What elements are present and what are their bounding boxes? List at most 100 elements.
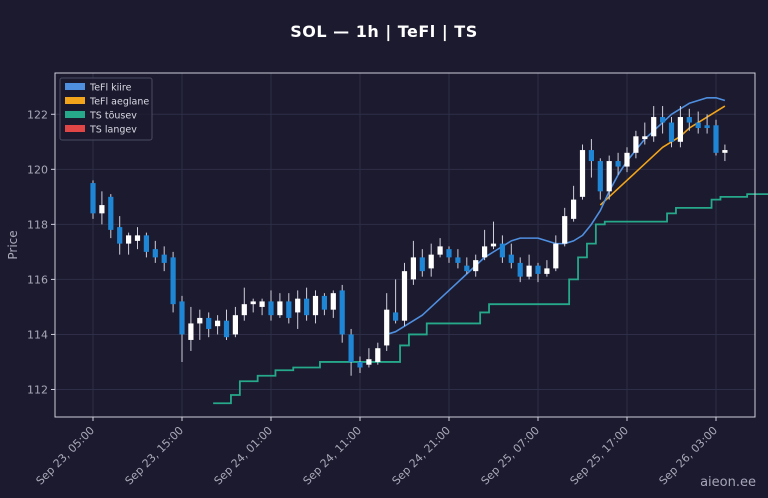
legend[interactable]: TeFl kiire TeFl aeglane TS tõusev TS langev: [59, 77, 153, 141]
legend-box: [59, 77, 153, 141]
candle-body: [615, 161, 621, 167]
x-tick-label: Sep 24, 21:00: [390, 424, 454, 488]
candle-body: [544, 268, 550, 274]
legend-label: TeFl aeglane: [89, 97, 149, 108]
x-tick-label: Sep 24, 11:00: [301, 424, 365, 488]
chart-title: SOL — 1h | TeFl | TS: [290, 22, 478, 41]
x-tick-label: Sep 23, 15:00: [123, 424, 187, 488]
candle-body: [170, 257, 176, 305]
tefl-lines: [386, 96, 726, 336]
legend-swatch: [65, 83, 85, 90]
candle-body: [553, 243, 559, 269]
candle-body: [161, 254, 167, 263]
legend-label: TS langev: [89, 125, 137, 136]
candle-body: [428, 254, 434, 269]
candle-body: [393, 312, 399, 321]
y-tick-label: 120: [27, 163, 48, 176]
candle-body: [517, 262, 523, 277]
candle-body: [401, 271, 408, 321]
ts-up-line: [213, 193, 768, 405]
candle-body: [339, 290, 345, 335]
candle-body: [250, 301, 256, 305]
x-tick-label: Sep 24, 01:00: [212, 424, 276, 488]
candle-body: [215, 320, 221, 327]
candle-body: [455, 257, 461, 263]
candle-body: [713, 125, 719, 153]
y-axis: 112 114 116 118 120 122: [27, 108, 55, 396]
candle-body: [304, 298, 310, 316]
candle-body: [597, 161, 603, 192]
candles: [90, 106, 728, 376]
candle-body: [588, 150, 594, 162]
y-axis-label: Price: [6, 230, 20, 259]
candle-body: [312, 295, 319, 316]
candle-body: [410, 257, 416, 280]
legend-label: TS tõusev: [89, 111, 137, 122]
candle-body: [651, 117, 657, 137]
candle-body: [499, 243, 505, 258]
candle-body: [464, 265, 470, 272]
y-tick-label: 118: [27, 218, 48, 231]
candle-body: [277, 301, 283, 316]
candle-body: [330, 293, 336, 310]
candle-body: [482, 246, 488, 258]
candle-body: [686, 117, 692, 123]
candle-body: [535, 265, 541, 274]
tefl-slow-line: [599, 105, 726, 206]
candle-body: [286, 301, 292, 318]
legend-swatch: [65, 111, 85, 118]
candle-body: [134, 235, 141, 241]
candle-body: [633, 136, 639, 153]
legend-swatch: [65, 97, 85, 104]
candle-body: [232, 315, 238, 335]
candle-body: [188, 323, 194, 340]
candle-body: [268, 301, 274, 316]
y-tick-label: 122: [27, 108, 48, 121]
candle-body: [90, 183, 96, 214]
x-tick-label: Sep 25, 07:00: [479, 424, 543, 488]
candle-body: [99, 205, 105, 214]
x-axis: Sep 23, 05:00 Sep 23, 15:00 Sep 24, 01:00 S…: [34, 417, 720, 488]
ts-layer: [213, 193, 768, 405]
candle-body: [206, 317, 212, 329]
candle-body: [384, 309, 390, 346]
candle-body: [419, 257, 425, 272]
candle-body: [446, 249, 452, 258]
candle-body: [126, 235, 132, 244]
candle-body: [579, 150, 586, 197]
candle-body: [473, 260, 479, 272]
watermark: aieon.ee: [700, 475, 756, 490]
candle-body: [660, 117, 666, 123]
x-tick-label: Sep 25, 17:00: [568, 424, 632, 488]
legend-swatch: [65, 125, 85, 132]
candle-body: [117, 227, 123, 244]
candle-body: [223, 320, 230, 338]
candle-body: [241, 304, 247, 316]
plot-frame: [54, 72, 756, 418]
candle-body: [624, 152, 630, 167]
candle-body: [722, 150, 728, 153]
candle-body: [526, 265, 532, 277]
y-tick-label: 116: [27, 273, 48, 286]
candle-body: [108, 196, 114, 230]
candle-body: [259, 301, 265, 307]
tefl-fast-line: [386, 96, 726, 336]
x-tick-label: Sep 23, 05:00: [34, 424, 98, 488]
candle-body: [704, 125, 710, 129]
candle-body: [366, 359, 372, 365]
candle-body: [695, 122, 701, 129]
candle-body: [179, 301, 185, 335]
candle-body: [562, 216, 568, 244]
candle-body: [357, 361, 363, 368]
candle-body: [348, 334, 354, 362]
candle-body: [571, 199, 577, 219]
candle-body: [321, 295, 327, 310]
legend-label: TeFl kiire: [89, 83, 132, 94]
y-tick-label: 114: [27, 328, 48, 341]
candle-body: [668, 122, 675, 142]
candle-body: [606, 161, 612, 192]
candle-body: [152, 249, 158, 258]
candle-body: [143, 235, 149, 252]
candle-body: [508, 254, 514, 263]
